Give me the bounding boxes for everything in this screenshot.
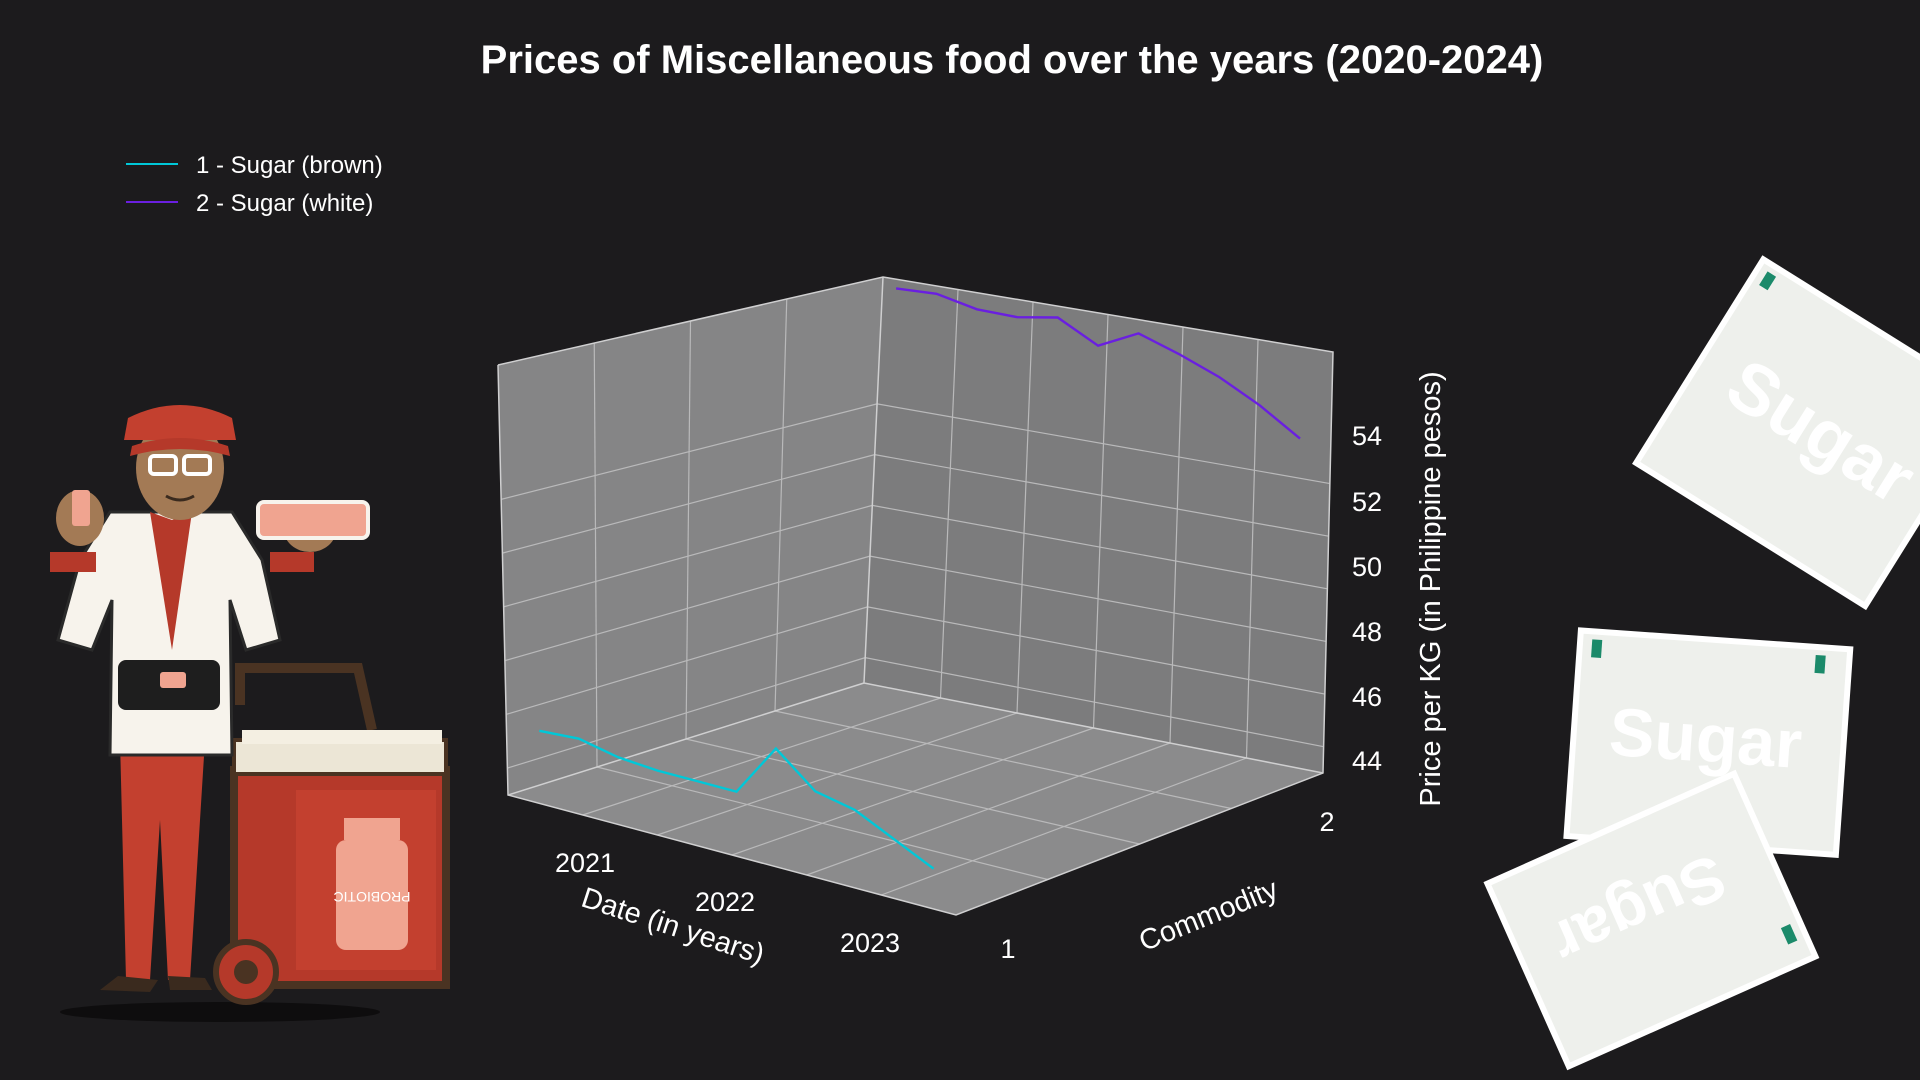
floor-pane (508, 683, 1323, 915)
grid-line (685, 738, 1140, 845)
series-line-white-sugar (895, 287, 1301, 440)
x-tick-label: 2021 (555, 848, 615, 878)
z-tick-label: 50 (1352, 552, 1382, 582)
sugar-packet-middle: Sugar (1563, 627, 1854, 859)
sugar-packet-bottom: Sugar (1483, 769, 1820, 1071)
plot-panes (498, 277, 1333, 915)
x-tick-labels: 2021 2022 2023 (555, 848, 900, 958)
pane-edge-corner (507, 682, 865, 796)
legend: 1 - Sugar (brown) 2 - Sugar (white) (126, 152, 383, 217)
grid-line (1092, 314, 1109, 729)
z-tick-label: 52 (1352, 487, 1382, 517)
z-tick-label: 54 (1352, 421, 1382, 451)
grid-line (774, 710, 1232, 810)
cart-label: PROBIOTIC (333, 889, 410, 905)
grid-line (593, 342, 598, 768)
grid-line (939, 289, 959, 699)
chart-title: Prices of Miscellaneous food over the ye… (481, 38, 1544, 82)
series-line-brown-sugar (539, 729, 935, 870)
z-tick-label: 44 (1352, 746, 1382, 776)
packet-text: Sugar (1607, 694, 1805, 783)
z-axis-label: Price per KG (in Philippine pesos) (1415, 371, 1447, 806)
y-axis-label: Commodity (1135, 873, 1283, 958)
x-tick-label: 2023 (840, 928, 900, 958)
series-layer (539, 287, 1301, 870)
x-tick-label: 2022 (695, 887, 755, 917)
y-tick-label: 1 (1000, 934, 1015, 964)
grid-line (685, 320, 692, 740)
grid-line (1245, 339, 1259, 759)
y-tick-label: 2 (1319, 807, 1334, 837)
grid-line (774, 298, 788, 712)
y-tick-labels: 1 2 (1000, 807, 1334, 964)
z-tick-label: 46 (1352, 682, 1382, 712)
sugar-packet-top: Sugar (1632, 255, 1920, 611)
back-pane (864, 277, 1333, 773)
z-tick-labels: 44 46 48 50 52 54 (1352, 421, 1382, 776)
legend-label-brown: 1 - Sugar (brown) (196, 152, 383, 179)
legend-label-white: 2 - Sugar (white) (196, 190, 373, 217)
pane-edges (497, 276, 1334, 916)
grid-line (596, 766, 1048, 881)
z-tick-label: 48 (1352, 617, 1382, 647)
grid-line (1169, 326, 1184, 744)
vendor-illustration: PROBIOTIC (50, 405, 450, 1022)
grid-line (1016, 301, 1034, 714)
grid-lines (500, 289, 1330, 896)
